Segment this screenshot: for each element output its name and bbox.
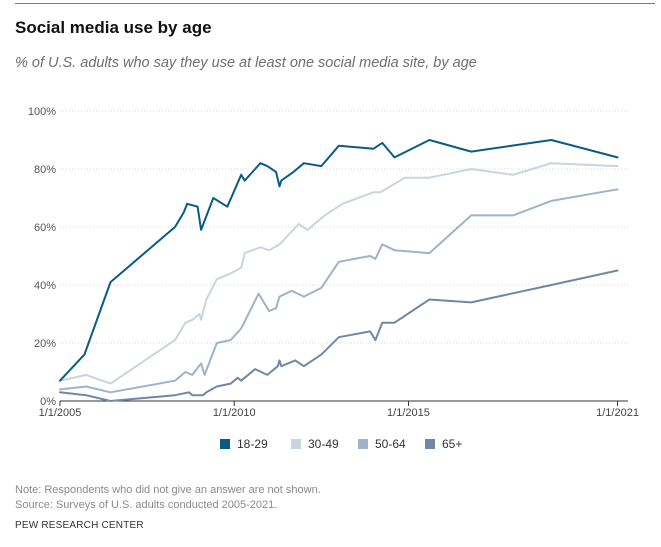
chart-legend: 18-29 30-49 50-64 65+ [0, 434, 661, 454]
chart-source: Source: Surveys of U.S. adults conducted… [15, 499, 278, 511]
y-tick-label: 40% [34, 280, 56, 292]
y-tick-label: 60% [34, 222, 56, 234]
chart-subtitle: % of U.S. adults who say they use at lea… [15, 55, 477, 71]
legend-swatch [291, 439, 301, 449]
chart-note: Note: Respondents who did not give an an… [15, 484, 321, 496]
legend-swatch [220, 439, 230, 449]
x-tick-label: 1/1/2010 [213, 407, 256, 419]
legend-item-18-29: 18-29 [220, 434, 268, 454]
series-line-50-64 [59, 188, 619, 394]
y-tick-label: 20% [34, 338, 56, 350]
legend-item-65+: 65+ [425, 434, 462, 454]
y-tick-label: 80% [34, 164, 56, 176]
legend-label: 18-29 [237, 437, 268, 451]
chart-title: Social media use by age [15, 18, 212, 37]
legend-item-30-49: 30-49 [291, 434, 339, 454]
legend-label: 30-49 [308, 437, 339, 451]
series-line-65+ [59, 269, 619, 402]
legend-swatch [425, 439, 435, 449]
series-line-18-29 [59, 139, 619, 382]
legend-swatch [358, 439, 368, 449]
x-tick-label: 1/1/2005 [39, 407, 82, 419]
y-tick-label: 100% [28, 106, 56, 118]
y-tick-label: 0% [40, 396, 56, 408]
top-rule [15, 3, 655, 4]
x-tick-label: 1/1/2015 [387, 407, 430, 419]
org-credit: PEW RESEARCH CENTER [15, 520, 144, 531]
x-tick-label: 1/1/2021 [596, 407, 639, 419]
legend-label: 50-64 [375, 437, 406, 451]
legend-item-50-64: 50-64 [358, 434, 406, 454]
series-line-30-49 [59, 162, 619, 385]
legend-label: 65+ [442, 437, 463, 451]
